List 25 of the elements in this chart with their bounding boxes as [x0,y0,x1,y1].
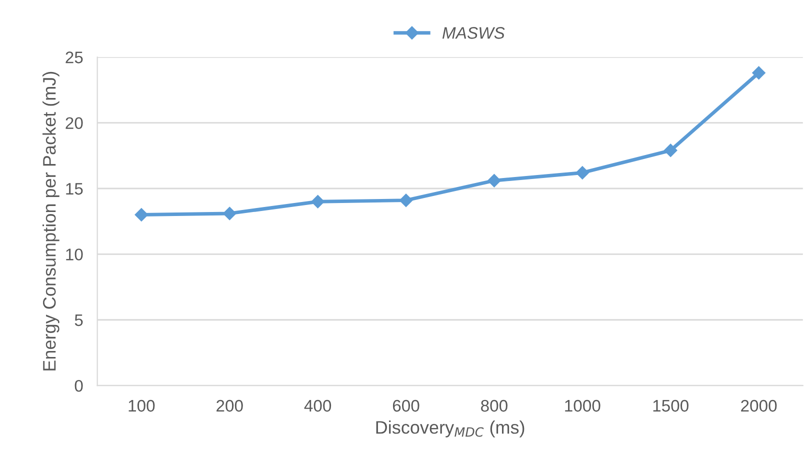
point [664,144,678,157]
x-tick-label: 100 [128,400,155,412]
x-tick-label: 2000 [741,400,777,412]
y-tick-label: 20 [66,117,83,130]
point [311,195,324,208]
x-tick-label: 400 [304,400,332,412]
x-tick-label: 1500 [653,400,688,412]
x-tick-label: 800 [481,400,508,412]
y-tick-label: 5 [74,314,83,326]
x-tick-label: 600 [392,400,420,412]
y-axis-title: Energy Consumption per Packet (mJ) [42,72,60,370]
point [576,166,589,180]
x-tick-label: 1000 [565,400,600,412]
y-tick-label: 0 [74,380,83,392]
y-tick-label: 15 [66,183,83,195]
point [223,206,236,220]
legend-label: MASWS [442,27,505,39]
x-tick-label: 200 [216,400,243,412]
y-tick-label: 10 [66,248,83,260]
point [752,66,766,80]
point [134,208,148,222]
point [399,194,413,207]
point [488,174,501,188]
x-axis-title: Discovery$_{MDC}$ (ms) [376,420,524,438]
y-tick-label: 25 [66,52,83,64]
